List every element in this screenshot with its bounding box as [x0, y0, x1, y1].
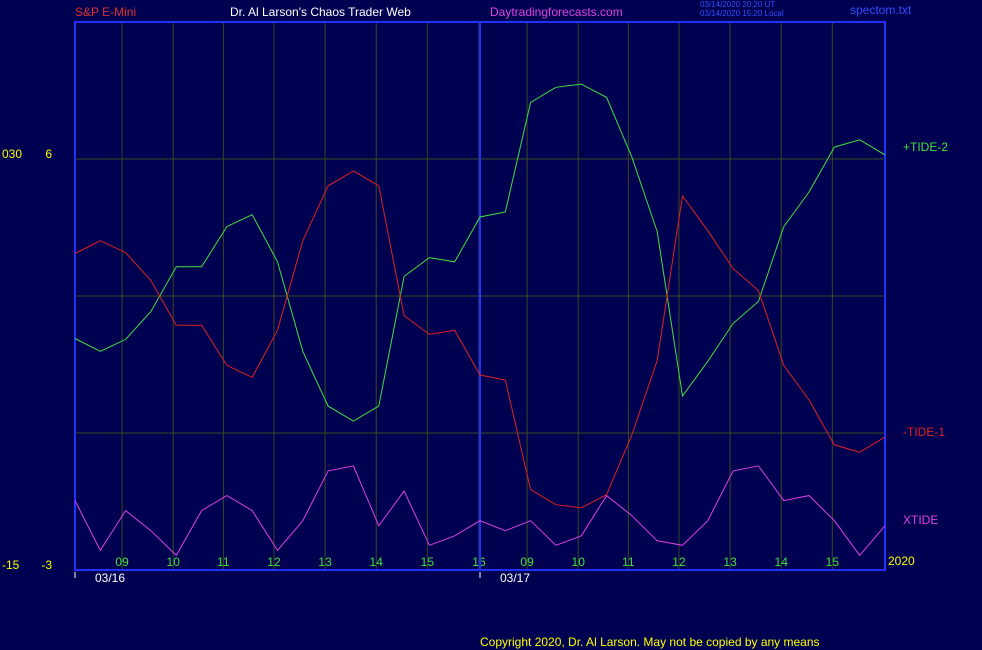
x-tick-label: 10: [572, 555, 586, 569]
y-tick-label: 6: [45, 147, 52, 161]
x-tick-label: 09: [115, 555, 129, 569]
day-label: 03/16: [95, 571, 125, 585]
legend-entry: +TIDE-2: [903, 140, 948, 154]
x-tick-label: 13: [723, 555, 737, 569]
x-tick-label: 15: [421, 555, 435, 569]
day-label: 03/17: [500, 571, 530, 585]
x-tick-label: 09: [520, 555, 534, 569]
y-tick-label: -3: [41, 558, 52, 572]
legend-entry: XTIDE: [903, 513, 938, 527]
x-tick-label: 14: [775, 555, 789, 569]
series-line: [74, 465, 886, 557]
x-tick-label: 10: [167, 555, 181, 569]
x-tick-label: 15: [826, 555, 840, 569]
x-tick-label: 11: [217, 555, 230, 569]
x-tick-label: 14: [370, 555, 384, 569]
copyright: Copyright 2020, Dr. Al Larson. May not b…: [480, 635, 820, 649]
x-tick-label: 12: [267, 555, 281, 569]
y2-tick-label: 030: [2, 147, 22, 161]
chart-subtitle: Dr. Al Larson's Chaos Trader Web: [230, 5, 411, 19]
series-line: [74, 170, 886, 509]
timestamp: 03/14/2020 15:20 Local: [700, 9, 784, 18]
chart-title: S&P E-Mini: [75, 5, 136, 19]
timestamp: 03/14/2020 20:20 UT: [700, 0, 775, 9]
file-name: spectom.txt: [850, 3, 912, 17]
x-tick-label: 12: [672, 555, 686, 569]
site-name: Daytradingforecasts.com: [490, 5, 623, 19]
x-tick-label: 13: [318, 555, 332, 569]
legend-entry: -TIDE-1: [903, 425, 945, 439]
series-line: [74, 83, 886, 422]
year-label: 2020: [888, 554, 915, 568]
y2-tick-label: -15: [2, 558, 20, 572]
x-tick-label: 11: [622, 555, 635, 569]
